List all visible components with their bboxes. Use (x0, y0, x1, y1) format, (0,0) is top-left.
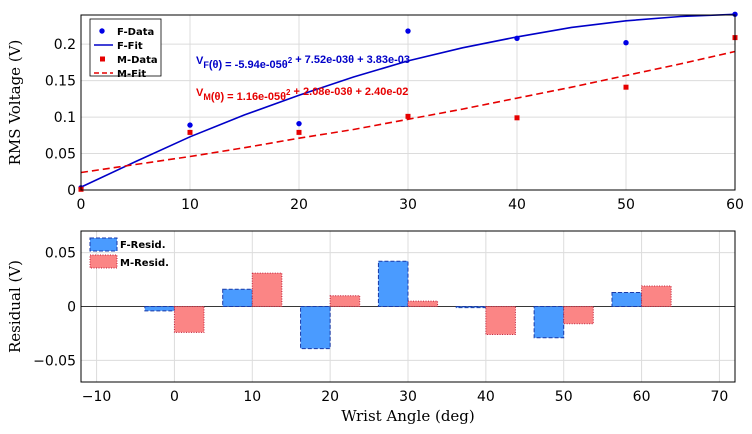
residual-chart: −10 0 10 20 30 40 50 60 70 0.05 0 −0.05 Residual (V… (6, 230, 736, 425)
top-x-tick-label: 0 (77, 197, 86, 213)
bottom-x-tick-label: 30 (399, 389, 417, 405)
bottom-y-tick-label: −0.05 (33, 353, 76, 369)
f-data-point (732, 11, 738, 17)
bottom-legend: F-Resid. M-Resid. (89, 237, 169, 269)
f-resid-bar (144, 306, 175, 312)
bottom-x-axis-label: Wrist Angle (deg) (341, 407, 475, 425)
m-data-point (296, 129, 302, 135)
legend-m-fit-label: M-Fit (117, 69, 146, 80)
legend-f-resid-swatch (89, 237, 118, 252)
f-resid-bar (222, 288, 253, 308)
m-resid-bar (407, 300, 439, 308)
f-fit-line (80, 13, 736, 188)
bottom-x-tick-label: −10 (82, 389, 112, 405)
m-data-point (187, 129, 193, 135)
legend-f-resid-label: F-Resid. (120, 240, 166, 251)
m-data-point (405, 113, 411, 119)
m-resid-bar (251, 272, 283, 308)
m-fit-equation: VM(θ) = 1.16e-05θ2 + 2.08e-03θ + 2.40e-0… (196, 86, 408, 103)
residual-bars (144, 260, 672, 350)
f-data-point (187, 122, 193, 128)
legend-f-data-marker (99, 28, 105, 34)
top-y-tick-label: 0 (67, 183, 76, 199)
bottom-x-tick-label: 50 (555, 389, 573, 405)
top-grid (80, 15, 736, 191)
bottom-x-tick-label: 20 (321, 389, 339, 405)
legend-m-resid-swatch (89, 254, 118, 269)
top-y-tick-label: 0.05 (45, 147, 76, 163)
top-x-tick-label: 50 (617, 197, 635, 213)
f-resid-bar (533, 306, 565, 339)
bottom-y-tick-label: 0 (67, 300, 76, 316)
m-resid-bar (563, 306, 594, 325)
f-data-point (514, 35, 520, 42)
f-fit-equation: VF(θ) = -5.94e-05θ2 + 7.52e-03θ + 3.83e-… (196, 54, 410, 71)
f-resid-bar (455, 306, 487, 309)
legend-m-resid-label: M-Resid. (120, 258, 169, 269)
fit-chart: 0 10 20 30 40 50 60 0 0.05 0.1 0.15 0.2 RMS Voltage… (6, 11, 744, 213)
top-fit-lines (80, 13, 736, 188)
bottom-tick-labels: −10 0 10 20 30 40 50 60 70 0.05 0 −0.05 (33, 246, 728, 405)
m-fit-line (80, 50, 736, 174)
f-data-point (405, 28, 411, 34)
top-legend: F-Data F-Fit M-Data M-Fit (89, 18, 162, 80)
m-resid-bar (329, 295, 361, 308)
m-data-point (623, 84, 629, 90)
legend-f-fit-label: F-Fit (117, 41, 143, 52)
top-plot-frame (80, 14, 736, 191)
top-y-tick-label: 0.15 (45, 74, 76, 90)
m-resid-bar (641, 285, 672, 307)
f-data-point (623, 40, 629, 46)
top-y-tick-label: 0.2 (54, 37, 76, 53)
m-resid-bar (173, 306, 205, 333)
bottom-y-axis-label: Residual (V) (6, 260, 24, 353)
top-points (78, 11, 738, 192)
bottom-x-tick-label: 60 (633, 389, 651, 405)
top-x-tick-label: 40 (508, 197, 526, 213)
top-x-tick-label: 20 (290, 197, 308, 213)
legend-m-data-marker (100, 56, 105, 62)
m-data-point (514, 115, 520, 121)
f-resid-bar (300, 306, 331, 350)
bottom-x-tick-label: 70 (711, 389, 729, 405)
top-x-tick-label: 10 (181, 197, 199, 213)
legend-f-data-label: F-Data (117, 27, 154, 38)
bottom-x-tick-label: 10 (243, 389, 261, 405)
top-x-tick-label: 60 (726, 197, 744, 213)
bottom-x-tick-label: 0 (170, 389, 179, 405)
bottom-plot-frame (80, 230, 736, 383)
f-resid-bar (611, 291, 643, 308)
bottom-x-tick-label: 40 (477, 389, 495, 405)
top-x-tick-label: 30 (399, 197, 417, 213)
legend-m-data-label: M-Data (117, 55, 158, 66)
top-y-tick-label: 0.1 (54, 110, 76, 126)
m-resid-bar (485, 306, 516, 336)
f-resid-bar (377, 260, 409, 308)
f-data-point (296, 120, 302, 127)
top-y-axis-label: RMS Voltage (V) (6, 40, 24, 166)
bottom-y-tick-label: 0.05 (45, 246, 76, 262)
top-tick-labels: 0 10 20 30 40 50 60 0 0.05 0.1 0.15 0.2 (45, 37, 744, 213)
